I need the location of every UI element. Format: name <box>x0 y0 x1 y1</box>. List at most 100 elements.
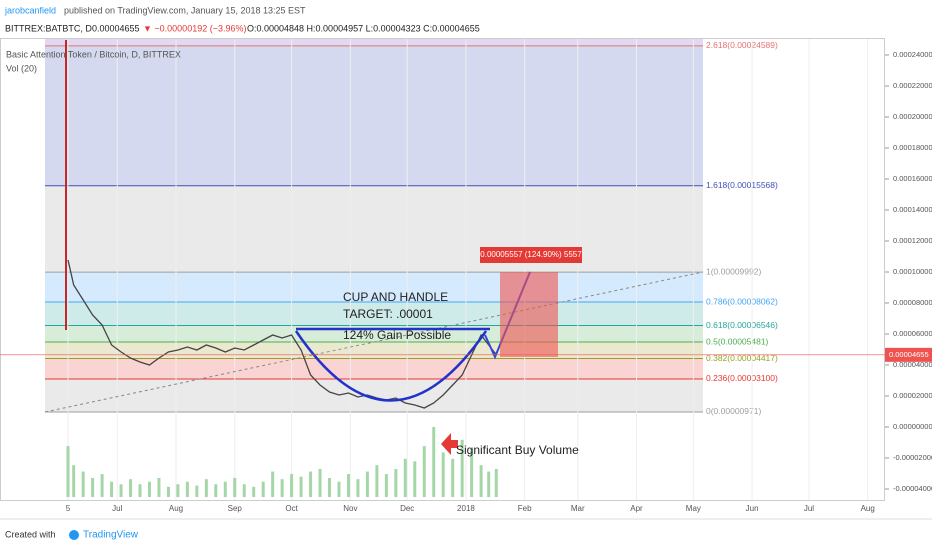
volume-bar <box>176 484 180 497</box>
x-tick-label: Oct <box>285 504 298 513</box>
volume-bar <box>195 485 199 497</box>
volume-bar <box>166 486 170 497</box>
fib-zone <box>45 185 703 273</box>
y-tick-label: 0.00014000 <box>893 205 932 214</box>
y-tick-label: -0.00002000 <box>893 453 932 462</box>
volume-bar <box>271 471 275 497</box>
x-tick-label: Nov <box>343 504 357 513</box>
brand[interactable]: TradingView <box>83 530 139 541</box>
volume-bar <box>432 427 436 497</box>
volume-bar <box>66 446 70 497</box>
volume-bar <box>299 476 303 497</box>
gain-note: 124% Gain Possible <box>343 328 451 342</box>
x-tick-label: Sep <box>228 504 243 513</box>
volume-bar <box>356 479 360 497</box>
pattern-note: CUP AND HANDLE <box>343 290 448 304</box>
price-line <box>67 259 497 409</box>
last-price-tag <box>885 347 932 362</box>
volume-bar <box>346 474 350 497</box>
y-tick-label: -0.00004000 <box>893 484 932 493</box>
created-with: Created with <box>5 529 56 539</box>
volume-bar <box>384 474 388 497</box>
volume-bar <box>242 484 246 497</box>
x-tick-label: Feb <box>518 504 532 513</box>
volume-bar <box>81 471 85 497</box>
volume-bar <box>318 469 322 497</box>
volume-bar <box>204 479 208 497</box>
last-price-label: 0.00004655 <box>889 350 929 359</box>
fib-zone <box>45 45 703 186</box>
volume-bar <box>441 452 445 497</box>
volume-bar <box>185 481 189 497</box>
volume-bar <box>494 469 498 497</box>
volume-note: Significant Buy Volume <box>456 443 579 457</box>
volume-bar <box>252 486 256 497</box>
volume-bar <box>110 481 114 497</box>
top-zone <box>45 39 703 46</box>
y-tick-label: 0.00002000 <box>893 391 932 400</box>
fib-label: 2.618(0.00024589) <box>706 40 778 50</box>
cup <box>294 330 488 402</box>
volume-bar <box>487 471 491 497</box>
x-tick-label: Dec <box>400 504 414 513</box>
brand-logo <box>69 530 79 540</box>
volume-bar <box>261 481 265 497</box>
volume-bar <box>280 479 284 497</box>
volume-bar <box>309 471 313 497</box>
volume-bar <box>91 477 95 497</box>
volume-bar <box>422 446 426 497</box>
y-tick-label: 0.00006000 <box>893 329 932 338</box>
published: published on TradingView.com, January 15… <box>64 5 306 15</box>
volume-bar <box>394 469 398 497</box>
plot-frame <box>0 38 885 501</box>
volume-bar <box>451 458 455 497</box>
fib-zone <box>45 272 703 303</box>
x-tick-label: Jul <box>804 504 814 513</box>
y-tick-label: 0.00008000 <box>893 298 932 307</box>
fib-label: 0.236(0.00003100) <box>706 373 778 383</box>
fib-zone <box>45 358 703 379</box>
fib-label: 0.382(0.00004417) <box>706 353 778 363</box>
measure-tag <box>480 247 582 263</box>
volume-bar <box>290 474 294 497</box>
x-tick-label: Aug <box>861 504 875 513</box>
x-tick-label: Mar <box>571 504 585 513</box>
y-tick-label: 0.00010000 <box>893 267 932 276</box>
volume-bar <box>233 477 237 497</box>
y-tick-label: 0.00018000 <box>893 143 932 152</box>
symbol-legend: Basic Attention Token / Bitcoin, D, BITT… <box>6 49 181 59</box>
x-tick-label: 2018 <box>457 504 475 513</box>
y-tick-label: 0.00016000 <box>893 174 932 183</box>
trend-line <box>44 271 704 413</box>
fib-label: 1(0.00009992) <box>706 266 761 276</box>
ticker: BITTREX:BATBTC, D <box>5 23 92 33</box>
volume-bar <box>147 481 151 497</box>
x-tick-label: 5 <box>66 504 71 513</box>
volume-legend: Vol (20) <box>6 63 37 73</box>
volume-bar <box>119 484 123 497</box>
target-note: TARGET: .00001 <box>343 307 433 321</box>
last: 0.00004655 <box>92 23 140 33</box>
volume-bar <box>100 474 104 497</box>
volume-bar <box>138 484 142 497</box>
volume-bar <box>413 461 417 497</box>
measure-label: 0.00005557 (124.90%) 5557 <box>480 250 582 259</box>
fib-label: 0(0.00000971) <box>706 406 761 416</box>
fib-label: 1.618(0.00015568) <box>706 180 778 190</box>
x-tick-label: Aug <box>169 504 183 513</box>
volume-bar <box>157 477 161 497</box>
fib-label: 0.786(0.00008062) <box>706 296 778 306</box>
y-tick-label: 0.00024000 <box>893 50 932 59</box>
volume-bar <box>129 479 133 497</box>
author[interactable]: jarobcanfield <box>4 5 56 15</box>
volume-bar <box>365 471 369 497</box>
volume-bar <box>328 477 332 497</box>
volume-bar <box>223 481 227 497</box>
volume-bar <box>214 484 218 497</box>
change: ▼ −0.00000192 (−3.96%) <box>143 23 246 33</box>
measure-box <box>500 272 558 357</box>
volume-bar <box>460 439 464 497</box>
volume-arrow <box>441 433 458 455</box>
volume-bar <box>479 465 483 497</box>
